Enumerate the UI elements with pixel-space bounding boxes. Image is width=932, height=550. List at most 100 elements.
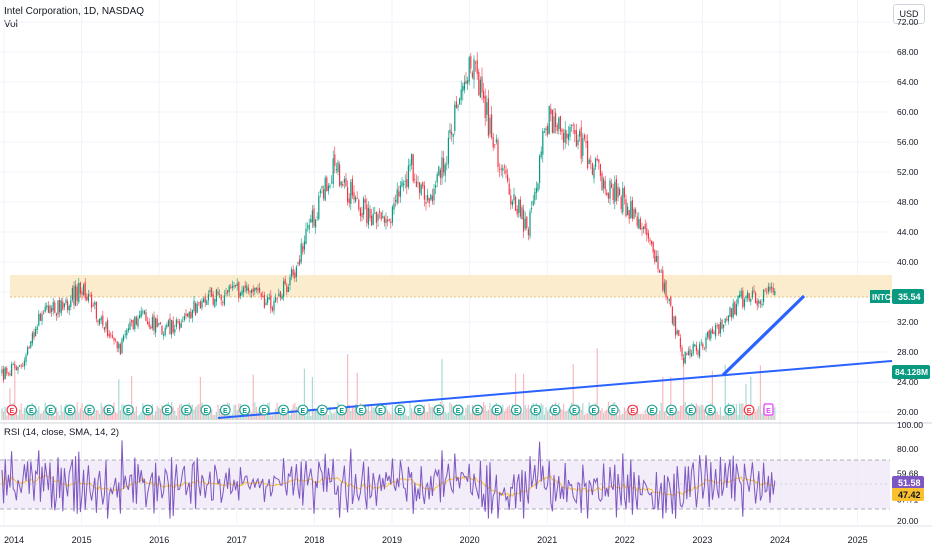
rsi-sma-line bbox=[1, 469, 776, 498]
earnings-marker[interactable]: E bbox=[219, 404, 231, 416]
earnings-marker[interactable]: E bbox=[239, 404, 251, 416]
volume-bar bbox=[52, 412, 54, 420]
candle-body bbox=[199, 301, 201, 309]
candle-body bbox=[180, 323, 182, 328]
candle-body bbox=[382, 216, 384, 218]
candle-body bbox=[758, 300, 760, 304]
volume-bar bbox=[731, 415, 733, 420]
earnings-marker[interactable]: E bbox=[278, 404, 289, 416]
earnings-marker[interactable]: E bbox=[704, 404, 716, 416]
earnings-marker[interactable]: E bbox=[25, 404, 37, 416]
candle-body bbox=[702, 343, 704, 348]
earnings-marker[interactable]: E bbox=[316, 404, 328, 416]
volume-bar bbox=[755, 411, 757, 420]
candle-body bbox=[323, 189, 325, 199]
candle-body bbox=[639, 218, 641, 230]
volume-bar bbox=[55, 407, 57, 420]
earnings-marker[interactable]: E bbox=[122, 404, 134, 416]
earnings-marker[interactable]: E bbox=[510, 404, 522, 416]
volume-bar bbox=[478, 411, 480, 420]
earnings-marker[interactable]: E bbox=[64, 404, 76, 416]
rsi-title[interactable]: RSI (14, close, SMA, 14, 2) bbox=[4, 427, 119, 438]
candle-body bbox=[343, 179, 345, 183]
earnings-letter: E bbox=[611, 408, 616, 415]
earnings-marker[interactable]: E bbox=[607, 404, 619, 416]
candle-body bbox=[577, 139, 579, 146]
candle-body bbox=[657, 255, 659, 270]
earnings-marker[interactable]: E bbox=[646, 404, 658, 416]
earnings-marker[interactable]: E bbox=[336, 404, 348, 416]
volume-bar bbox=[276, 402, 278, 420]
candle-body bbox=[195, 303, 197, 315]
earnings-marker[interactable]: E bbox=[394, 404, 406, 416]
earnings-marker[interactable]: E bbox=[45, 404, 57, 416]
candle-body bbox=[652, 241, 654, 253]
earnings-marker[interactable]: E bbox=[161, 404, 173, 416]
candle-body bbox=[100, 317, 102, 321]
earnings-marker[interactable]: E bbox=[297, 404, 309, 416]
volume-bar bbox=[134, 411, 136, 420]
earnings-marker[interactable]: E bbox=[413, 404, 425, 416]
earnings-marker[interactable]: E bbox=[491, 404, 503, 416]
candle-body bbox=[71, 288, 73, 300]
earnings-marker[interactable]: E bbox=[743, 404, 755, 416]
candle-body bbox=[47, 305, 49, 313]
earnings-marker[interactable]: E bbox=[103, 404, 115, 416]
volume-bar bbox=[38, 406, 40, 420]
earnings-marker[interactable]: E bbox=[530, 404, 542, 416]
candle-body bbox=[387, 219, 389, 222]
earnings-marker[interactable]: E bbox=[181, 404, 192, 416]
candle-body bbox=[388, 219, 390, 221]
earnings-marker[interactable]: E bbox=[258, 404, 270, 416]
candle-body bbox=[246, 285, 248, 291]
candle-body bbox=[295, 266, 297, 277]
candle-body bbox=[703, 349, 705, 350]
earnings-marker[interactable]: E bbox=[452, 404, 464, 416]
currency-button[interactable]: USD bbox=[893, 4, 925, 24]
earnings-marker[interactable]: E bbox=[685, 404, 697, 416]
candle-body bbox=[676, 330, 678, 334]
volume-indicator-label[interactable]: Vol bbox=[4, 19, 18, 30]
candle-body bbox=[124, 333, 126, 335]
candle-body bbox=[127, 328, 129, 331]
candle-body bbox=[673, 316, 675, 326]
earnings-marker[interactable]: E bbox=[763, 403, 774, 416]
candle-body bbox=[523, 209, 525, 232]
candle-body bbox=[588, 159, 590, 165]
earnings-marker[interactable]: E bbox=[6, 404, 18, 416]
earnings-marker[interactable]: E bbox=[724, 404, 736, 416]
earnings-marker[interactable]: E bbox=[588, 404, 600, 416]
earnings-marker[interactable]: E bbox=[666, 404, 677, 416]
earnings-marker[interactable]: E bbox=[142, 404, 154, 416]
long-term-trendline[interactable] bbox=[217, 360, 893, 419]
earnings-marker[interactable]: E bbox=[355, 404, 367, 416]
volume-bar bbox=[467, 404, 469, 420]
candle-body bbox=[727, 315, 729, 322]
volume-bar bbox=[599, 410, 601, 420]
earnings-marker[interactable]: E bbox=[549, 404, 561, 416]
candle-body bbox=[742, 290, 744, 308]
candle-body bbox=[204, 296, 206, 303]
earnings-marker[interactable]: E bbox=[627, 404, 639, 416]
volume-bar bbox=[711, 370, 713, 420]
candle-body bbox=[55, 313, 57, 316]
earnings-marker[interactable]: E bbox=[472, 404, 483, 416]
earnings-marker[interactable]: E bbox=[200, 404, 212, 416]
time-axis[interactable]: 2014 2015 2016 2017 2018 2019 2020 2021 2022 2023… bbox=[4, 535, 868, 545]
volume-bar bbox=[430, 407, 432, 420]
volume-bar bbox=[39, 413, 41, 420]
volume-bar bbox=[75, 411, 77, 420]
candle-body bbox=[105, 322, 107, 329]
candle-body bbox=[235, 285, 237, 287]
earnings-marker[interactable]: E bbox=[569, 404, 580, 416]
earnings-marker[interactable]: E bbox=[433, 404, 445, 416]
candle-body bbox=[411, 154, 413, 165]
earnings-marker[interactable]: E bbox=[375, 404, 386, 416]
price-axis[interactable]: 72.00 68.00 64.00 60.00 56.00 52.00 48.00 44.00… bbox=[897, 17, 919, 417]
earnings-marker[interactable]: E bbox=[84, 404, 95, 416]
earnings-letter: E bbox=[87, 408, 92, 415]
steep-trendline[interactable] bbox=[721, 294, 806, 377]
